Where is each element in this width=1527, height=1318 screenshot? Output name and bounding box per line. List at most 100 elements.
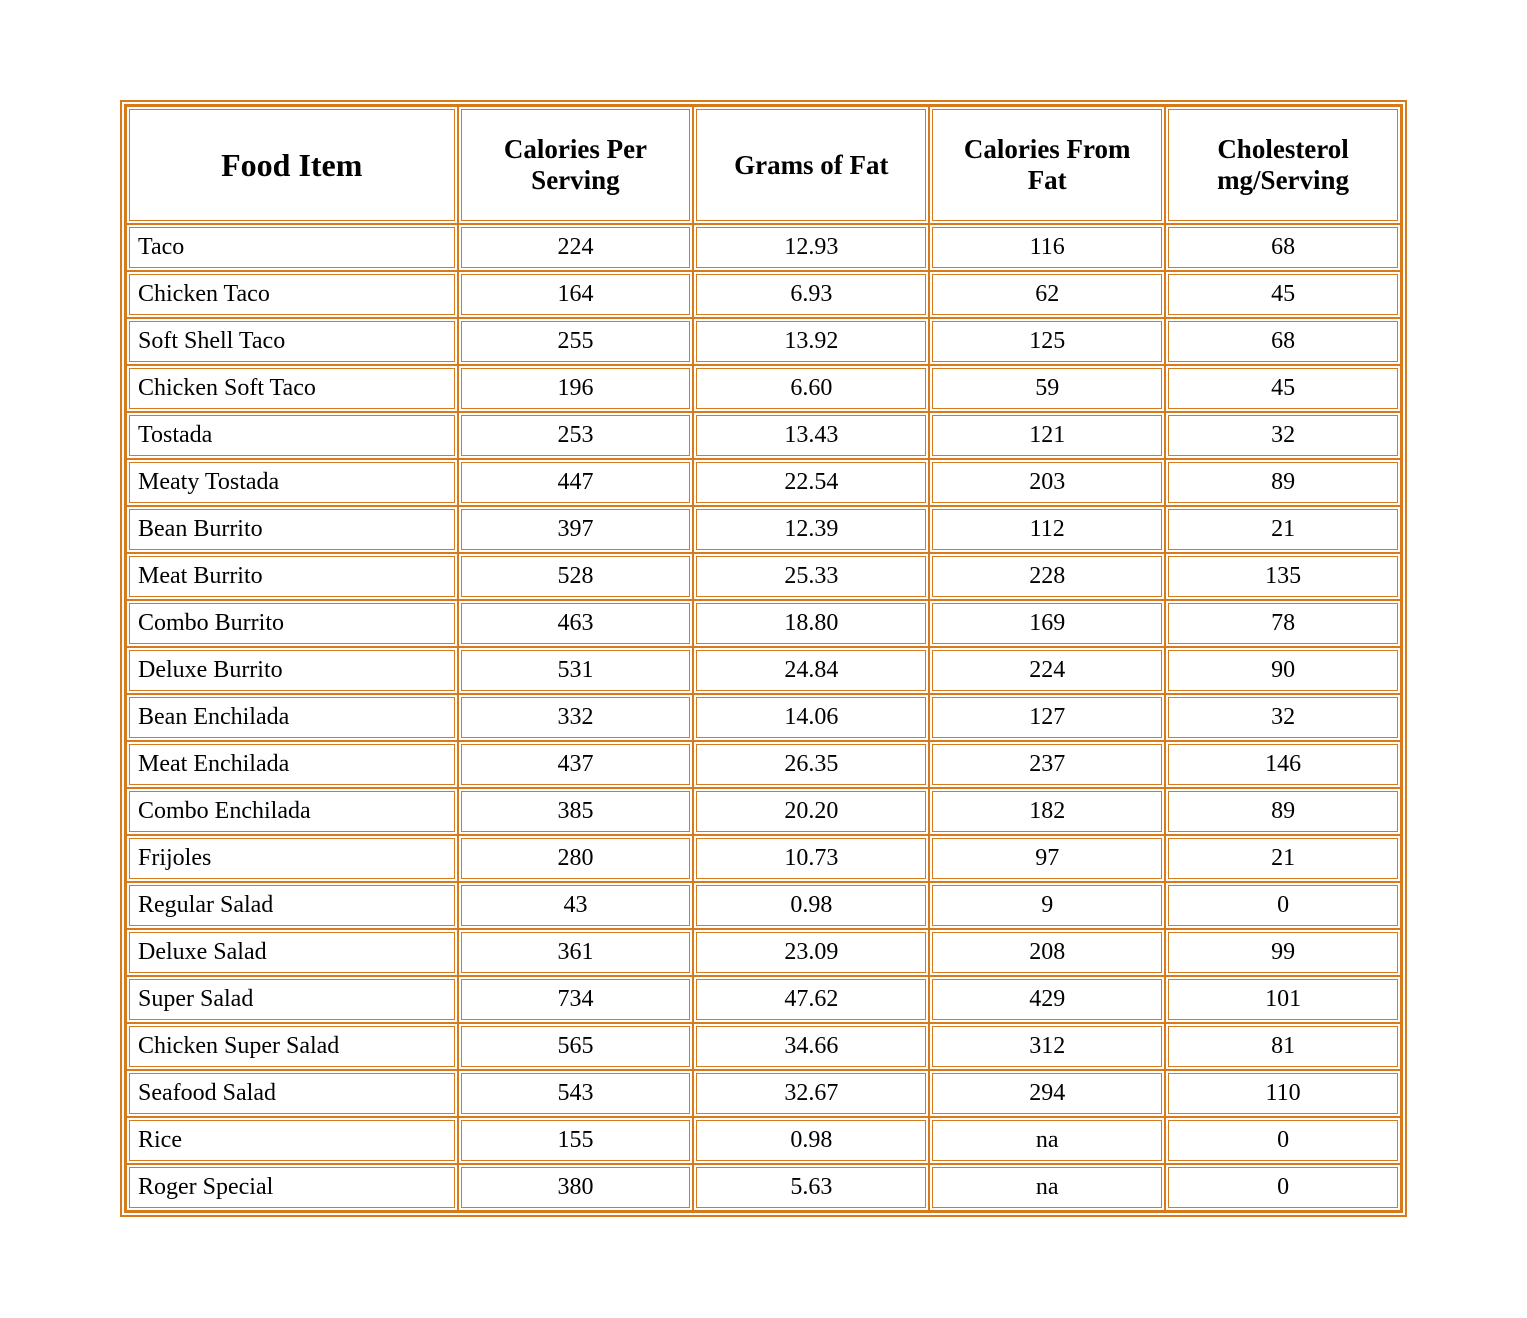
cell-food-item: Super Salad <box>126 976 458 1023</box>
cell-calories: 253 <box>458 412 694 459</box>
cell-food-item: Tostada <box>126 412 458 459</box>
cell-cholesterol: 146 <box>1165 741 1401 788</box>
cell-fat-grams: 34.66 <box>693 1023 929 1070</box>
cell-food-item: Combo Burrito <box>126 600 458 647</box>
cell-cholesterol: 0 <box>1165 1117 1401 1164</box>
cell-cholesterol: 135 <box>1165 553 1401 600</box>
table-row: Tostada 253 13.43 121 32 <box>126 412 1401 459</box>
cell-food-item: Soft Shell Taco <box>126 318 458 365</box>
cell-cholesterol: 32 <box>1165 412 1401 459</box>
cell-cholesterol: 0 <box>1165 1164 1401 1211</box>
cell-fat-calories: 294 <box>929 1070 1165 1117</box>
cell-food-item: Meat Burrito <box>126 553 458 600</box>
cell-fat-grams: 18.80 <box>693 600 929 647</box>
cell-calories: 224 <box>458 224 694 271</box>
cell-fat-grams: 24.84 <box>693 647 929 694</box>
table-row: Regular Salad 43 0.98 9 0 <box>126 882 1401 929</box>
cell-food-item: Bean Burrito <box>126 506 458 553</box>
cell-fat-grams: 14.06 <box>693 694 929 741</box>
cell-fat-grams: 12.93 <box>693 224 929 271</box>
cell-fat-grams: 13.92 <box>693 318 929 365</box>
cell-cholesterol: 110 <box>1165 1070 1401 1117</box>
cell-fat-calories: 59 <box>929 365 1165 412</box>
cell-fat-calories: 112 <box>929 506 1165 553</box>
cell-food-item: Roger Special <box>126 1164 458 1211</box>
cell-fat-grams: 0.98 <box>693 882 929 929</box>
cell-fat-grams: 20.20 <box>693 788 929 835</box>
cell-food-item: Deluxe Burrito <box>126 647 458 694</box>
table-row: Chicken Taco 164 6.93 62 45 <box>126 271 1401 318</box>
cell-fat-grams: 6.60 <box>693 365 929 412</box>
nutrition-table: Food Item Calories Per Serving Grams of … <box>120 100 1407 1217</box>
cell-fat-calories: 224 <box>929 647 1165 694</box>
cell-fat-grams: 5.63 <box>693 1164 929 1211</box>
cell-fat-calories: 9 <box>929 882 1165 929</box>
table-row: Frijoles 280 10.73 97 21 <box>126 835 1401 882</box>
table-row: Soft Shell Taco 255 13.92 125 68 <box>126 318 1401 365</box>
cell-fat-grams: 26.35 <box>693 741 929 788</box>
cell-fat-calories: 169 <box>929 600 1165 647</box>
cell-cholesterol: 45 <box>1165 365 1401 412</box>
cell-fat-calories: 116 <box>929 224 1165 271</box>
cell-fat-calories: 228 <box>929 553 1165 600</box>
cell-cholesterol: 101 <box>1165 976 1401 1023</box>
cell-cholesterol: 89 <box>1165 788 1401 835</box>
cell-cholesterol: 99 <box>1165 929 1401 976</box>
cell-fat-calories: na <box>929 1117 1165 1164</box>
cell-fat-calories: 127 <box>929 694 1165 741</box>
cell-fat-grams: 47.62 <box>693 976 929 1023</box>
cell-food-item: Bean Enchilada <box>126 694 458 741</box>
cell-calories: 380 <box>458 1164 694 1211</box>
cell-calories: 734 <box>458 976 694 1023</box>
cell-fat-calories: 125 <box>929 318 1165 365</box>
cell-cholesterol: 0 <box>1165 882 1401 929</box>
cell-calories: 361 <box>458 929 694 976</box>
cell-fat-calories: 97 <box>929 835 1165 882</box>
table-row: Meaty Tostada 447 22.54 203 89 <box>126 459 1401 506</box>
cell-fat-calories: 208 <box>929 929 1165 976</box>
table-row: Rice 155 0.98 na 0 <box>126 1117 1401 1164</box>
table-row: Super Salad 734 47.62 429 101 <box>126 976 1401 1023</box>
cell-calories: 196 <box>458 365 694 412</box>
column-header-calories-from-fat: Calories From Fat <box>929 106 1165 224</box>
cell-cholesterol: 45 <box>1165 271 1401 318</box>
cell-calories: 385 <box>458 788 694 835</box>
cell-fat-calories: 312 <box>929 1023 1165 1070</box>
table-header-row: Food Item Calories Per Serving Grams of … <box>126 106 1401 224</box>
cell-cholesterol: 90 <box>1165 647 1401 694</box>
cell-fat-calories: 429 <box>929 976 1165 1023</box>
cell-cholesterol: 68 <box>1165 318 1401 365</box>
column-header-calories-per-serving: Calories Per Serving <box>458 106 694 224</box>
table-body: Taco 224 12.93 116 68 Chicken Taco 164 6… <box>126 224 1401 1211</box>
cell-fat-calories: 237 <box>929 741 1165 788</box>
page-container: Food Item Calories Per Serving Grams of … <box>0 0 1527 1317</box>
cell-fat-grams: 13.43 <box>693 412 929 459</box>
cell-calories: 543 <box>458 1070 694 1117</box>
cell-food-item: Taco <box>126 224 458 271</box>
cell-fat-grams: 6.93 <box>693 271 929 318</box>
cell-fat-calories: 203 <box>929 459 1165 506</box>
cell-fat-grams: 0.98 <box>693 1117 929 1164</box>
cell-food-item: Regular Salad <box>126 882 458 929</box>
table-row: Combo Burrito 463 18.80 169 78 <box>126 600 1401 647</box>
cell-cholesterol: 89 <box>1165 459 1401 506</box>
cell-cholesterol: 78 <box>1165 600 1401 647</box>
table-row: Roger Special 380 5.63 na 0 <box>126 1164 1401 1211</box>
cell-food-item: Combo Enchilada <box>126 788 458 835</box>
cell-fat-calories: 121 <box>929 412 1165 459</box>
cell-cholesterol: 32 <box>1165 694 1401 741</box>
cell-fat-grams: 22.54 <box>693 459 929 506</box>
cell-fat-grams: 10.73 <box>693 835 929 882</box>
cell-fat-calories: 182 <box>929 788 1165 835</box>
cell-calories: 447 <box>458 459 694 506</box>
cell-food-item: Chicken Super Salad <box>126 1023 458 1070</box>
cell-food-item: Chicken Taco <box>126 271 458 318</box>
table-row: Deluxe Burrito 531 24.84 224 90 <box>126 647 1401 694</box>
cell-fat-grams: 12.39 <box>693 506 929 553</box>
table-row: Meat Enchilada 437 26.35 237 146 <box>126 741 1401 788</box>
table-row: Bean Enchilada 332 14.06 127 32 <box>126 694 1401 741</box>
cell-cholesterol: 81 <box>1165 1023 1401 1070</box>
cell-fat-calories: 62 <box>929 271 1165 318</box>
cell-food-item: Meaty Tostada <box>126 459 458 506</box>
cell-cholesterol: 21 <box>1165 835 1401 882</box>
